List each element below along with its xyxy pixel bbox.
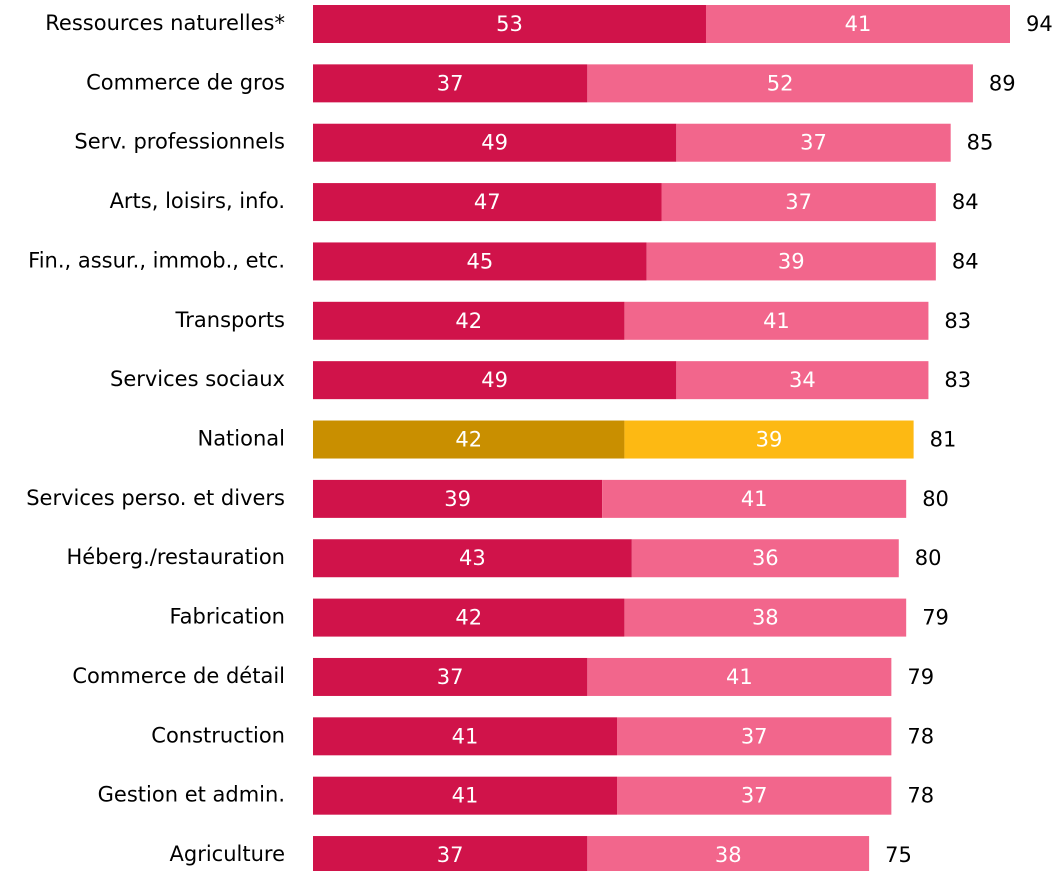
total-label: 85 xyxy=(967,131,994,155)
bar-segment xyxy=(313,301,625,340)
bar-segment xyxy=(676,361,929,400)
bar-segment xyxy=(313,361,677,400)
bar-segment xyxy=(313,420,625,459)
category-label: Ressources naturelles* xyxy=(45,11,285,35)
bar-segment xyxy=(705,5,1010,43)
bar-segment xyxy=(617,776,892,815)
category-label: Fabrication xyxy=(170,605,285,629)
value-label: 41 xyxy=(741,487,768,511)
value-label: 39 xyxy=(444,487,471,511)
category-label: Services perso. et divers xyxy=(26,486,285,510)
category-label: Serv. professionnels xyxy=(74,130,285,154)
value-label: 37 xyxy=(437,665,464,689)
value-label: 36 xyxy=(752,546,779,570)
category-label: Gestion et admin. xyxy=(98,783,285,807)
bar-segment xyxy=(676,123,951,162)
bar-segment xyxy=(602,479,907,518)
total-label: 78 xyxy=(907,784,934,808)
value-label: 39 xyxy=(756,428,783,452)
value-label: 38 xyxy=(752,606,779,630)
category-label: Commerce de gros xyxy=(86,70,285,94)
category-label: Services sociaux xyxy=(110,367,285,391)
total-label: 81 xyxy=(930,428,957,452)
value-label: 49 xyxy=(481,131,508,155)
value-label: 47 xyxy=(474,190,501,214)
value-label: 39 xyxy=(778,249,805,273)
category-label: Arts, loisirs, info. xyxy=(110,189,285,213)
bar-segment xyxy=(313,64,588,103)
value-label: 41 xyxy=(763,309,790,333)
bar-segment xyxy=(624,420,914,459)
bar-segment xyxy=(646,242,936,281)
total-label: 80 xyxy=(922,487,949,511)
value-label: 34 xyxy=(789,368,816,392)
total-label: 80 xyxy=(915,546,942,570)
total-label: 79 xyxy=(922,606,949,630)
value-label: 41 xyxy=(845,12,872,36)
value-label: 42 xyxy=(455,606,482,630)
bar-segment xyxy=(313,776,618,815)
bar-segment xyxy=(624,301,929,340)
total-label: 84 xyxy=(952,190,979,214)
category-label: Construction xyxy=(151,723,285,747)
total-label: 83 xyxy=(944,368,971,392)
total-label: 75 xyxy=(885,843,912,867)
total-label: 79 xyxy=(907,665,934,689)
bar-segment xyxy=(631,539,899,578)
category-label: Fin., assur., immob., etc. xyxy=(28,248,285,272)
value-label: 38 xyxy=(715,843,742,867)
value-label: 37 xyxy=(741,784,768,808)
total-label: 78 xyxy=(907,724,934,748)
category-label: Commerce de détail xyxy=(72,664,285,688)
category-label: Héberg./restauration xyxy=(67,545,285,569)
value-label: 37 xyxy=(800,131,827,155)
bar-segment xyxy=(313,479,603,518)
value-label: 37 xyxy=(741,724,768,748)
total-label: 83 xyxy=(944,309,971,333)
bar-segment xyxy=(313,836,588,875)
bar-segment xyxy=(313,539,632,578)
value-label: 53 xyxy=(496,12,523,36)
value-label: 41 xyxy=(452,724,479,748)
bar-segment xyxy=(587,64,973,103)
bar-segment xyxy=(661,183,936,222)
category-label: Transports xyxy=(175,308,285,332)
bar-segment xyxy=(624,598,907,637)
value-label: 43 xyxy=(459,546,486,570)
category-label: National xyxy=(197,427,285,451)
value-label: 45 xyxy=(466,249,493,273)
total-label: 89 xyxy=(989,71,1016,95)
value-label: 37 xyxy=(437,71,464,95)
category-label: Agriculture xyxy=(170,842,286,866)
value-label: 42 xyxy=(455,309,482,333)
bar-segment xyxy=(313,5,706,43)
value-label: 49 xyxy=(481,368,508,392)
bar-segment xyxy=(313,242,647,281)
bar-segment xyxy=(313,657,588,696)
value-label: 41 xyxy=(452,784,479,808)
value-label: 41 xyxy=(726,665,753,689)
total-label: 94 xyxy=(1026,12,1053,36)
bar-segment xyxy=(587,657,892,696)
bar-segment xyxy=(313,717,618,756)
value-label: 37 xyxy=(437,843,464,867)
value-label: 42 xyxy=(455,428,482,452)
value-label: 37 xyxy=(785,190,812,214)
total-label: 84 xyxy=(952,249,979,273)
bar-segment xyxy=(313,598,625,637)
bar-segment xyxy=(313,183,662,222)
bar-segment xyxy=(313,123,677,162)
value-label: 52 xyxy=(767,71,794,95)
bar-segment xyxy=(617,717,892,756)
bar-segment xyxy=(587,836,870,875)
